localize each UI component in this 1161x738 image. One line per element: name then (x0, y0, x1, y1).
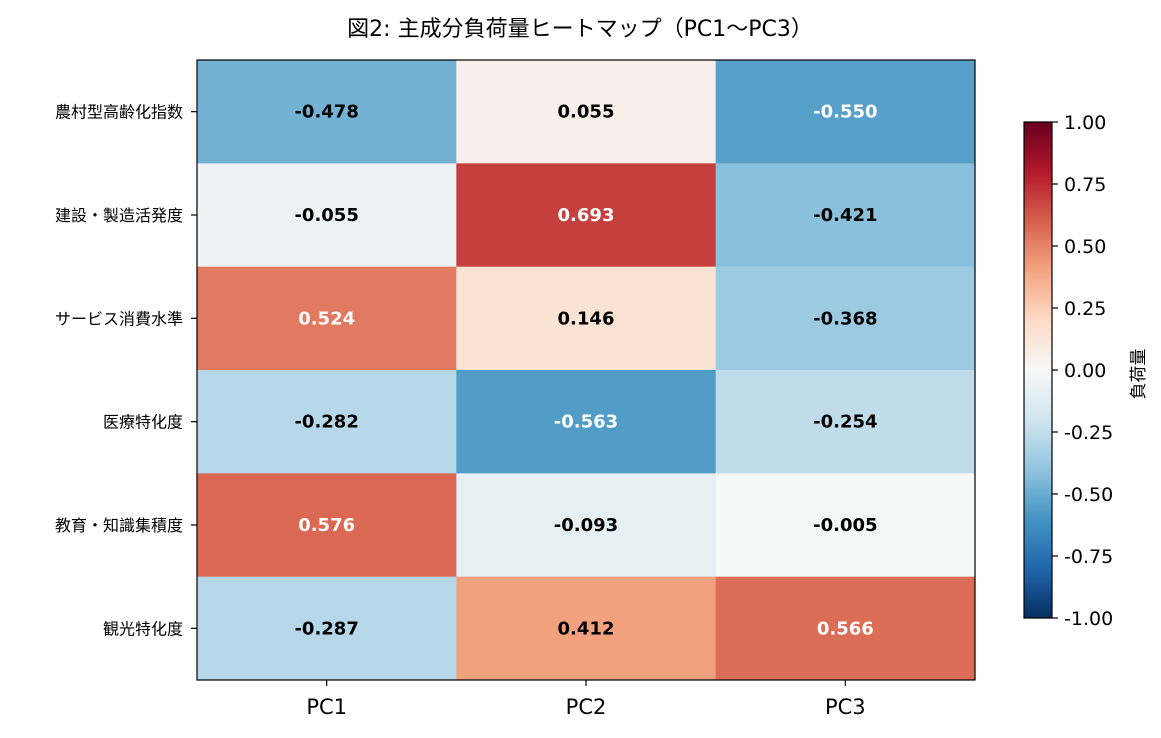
cell-value-labels: -0.478 0.055 -0.550 -0.055 0.693 -0.421 0.524 0… (294, 102, 877, 640)
heatmap-cell (715, 370, 976, 474)
row-labels: 農村型高齢化指数建設・製造活発度サービス消費水準医療特化度教育・知識集積度観光特… (55, 103, 197, 638)
column-labels: PC1 PC2 PC3 (306, 680, 866, 719)
row-label: 農村型高齢化指数 (55, 103, 183, 122)
cell-value-label: -0.005 (813, 515, 877, 536)
cell-value-label: -0.478 (294, 102, 358, 123)
heatmap-cell (456, 60, 717, 164)
cell-value-label: 0.146 (558, 308, 615, 329)
heatmap-cell (715, 576, 976, 681)
row-label: 建設・製造活発度 (55, 206, 183, 225)
heatmap-cell (456, 163, 717, 268)
colorbar-tick-label: -0.50 (1064, 484, 1113, 506)
colorbar-gradient (1023, 121, 1053, 619)
cell-value-label: 0.566 (817, 618, 874, 639)
heatmap-cell (715, 473, 976, 578)
heatmap-cell (197, 576, 457, 681)
row-label: 教育・知識集積度 (55, 516, 183, 535)
cell-value-label: -0.421 (813, 205, 877, 226)
cell-value-label: -0.093 (554, 515, 618, 536)
colorbar-tick-label: -0.25 (1064, 422, 1113, 444)
heatmap-cells (197, 60, 976, 681)
column-label: PC2 (566, 695, 607, 719)
colorbar-tick-label: 0.25 (1064, 298, 1106, 320)
cell-value-label: 0.055 (558, 102, 615, 123)
colorbar-tick-label: 0.00 (1064, 360, 1106, 382)
cell-value-label: -0.368 (813, 308, 877, 329)
heatmap-cell (197, 473, 457, 578)
heatmap-cell (715, 60, 976, 164)
heatmap-cell (715, 266, 976, 371)
cell-value-label: 0.412 (558, 618, 615, 639)
heatmap-cell (456, 473, 717, 578)
cell-value-label: 0.524 (298, 308, 355, 329)
colorbar-tick-label: 0.50 (1064, 236, 1106, 258)
cell-value-label: -0.282 (294, 412, 358, 433)
heatmap-cell (197, 370, 457, 474)
cell-value-label: -0.254 (813, 412, 877, 433)
column-label: PC1 (306, 695, 347, 719)
heatmap-cell (197, 266, 457, 371)
cell-value-label: 0.693 (558, 205, 615, 226)
cell-value-label: -0.287 (294, 618, 358, 639)
cell-value-label: -0.550 (813, 102, 877, 123)
colorbar-tick-label: 0.75 (1064, 174, 1106, 196)
colorbar-ticks: 1.00 0.75 0.50 0.25 0.00 -0.25 -0.50 -0.75 -1.00 (1052, 112, 1113, 630)
colorbar-tick-label: -0.75 (1064, 546, 1113, 568)
cell-value-label: 0.576 (298, 515, 355, 536)
heatmap-cell (456, 576, 717, 681)
colorbar-tick-label: 1.00 (1064, 112, 1106, 134)
heatmap-cell (197, 60, 457, 164)
heatmap-cell (456, 266, 717, 371)
row-label: 医療特化度 (103, 413, 183, 432)
colorbar: 1.00 0.75 0.50 0.25 0.00 -0.25 -0.50 -0.75 -1.00… (1023, 112, 1149, 630)
column-label: PC3 (825, 695, 866, 719)
colorbar-tick-label: -1.00 (1064, 608, 1113, 630)
chart-title: 図2: 主成分負荷量ヒートマップ（PC1〜PC3） (347, 17, 813, 42)
heatmap-cell (197, 163, 457, 268)
heatmap-cell (715, 163, 976, 268)
cell-value-label: -0.055 (294, 205, 358, 226)
heatmap-cell (456, 370, 717, 474)
cell-value-label: -0.563 (554, 412, 618, 433)
row-label: 観光特化度 (103, 619, 183, 638)
row-label: サービス消費水準 (55, 309, 183, 328)
colorbar-title: 負荷量 (1129, 349, 1149, 400)
